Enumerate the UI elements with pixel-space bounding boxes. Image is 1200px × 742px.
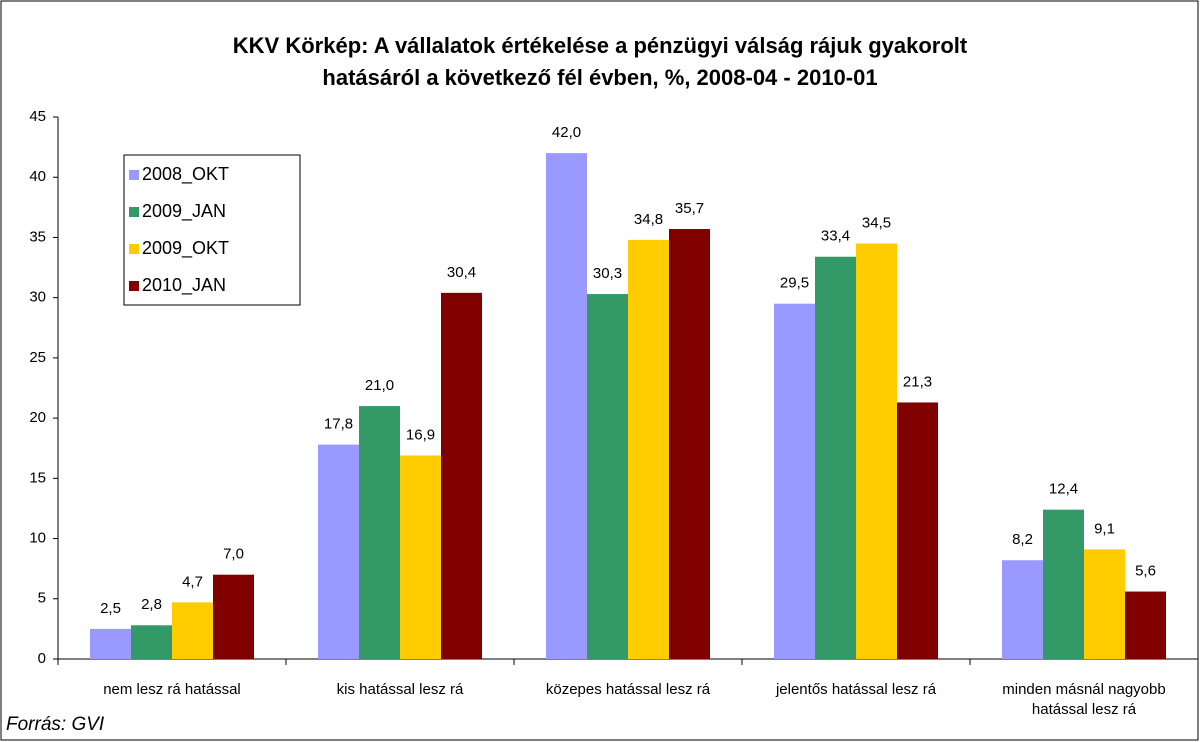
y-tick-label: 15	[29, 469, 46, 486]
bar	[587, 294, 628, 659]
data-label: 2,8	[141, 596, 162, 613]
bar	[1084, 549, 1125, 659]
y-tick-label: 25	[29, 349, 46, 366]
bar	[131, 625, 172, 659]
bar	[213, 574, 254, 659]
y-tick-label: 0	[38, 650, 46, 667]
bar	[774, 303, 815, 659]
bar	[856, 243, 897, 659]
data-label: 42,0	[552, 124, 581, 141]
x-tick-label: nem lesz rá hatással	[103, 681, 241, 698]
bar	[172, 602, 213, 659]
data-label: 21,0	[365, 377, 394, 394]
data-label: 35,7	[675, 200, 704, 217]
bar	[400, 455, 441, 659]
data-label: 33,4	[821, 228, 850, 245]
data-label: 7,0	[223, 546, 244, 563]
x-tick-label: minden másnál nagyobb hatással lesz rá	[1002, 681, 1166, 718]
y-tick-label: 45	[29, 108, 46, 125]
source: Forrás: GVI	[6, 714, 105, 735]
y-tick-label: 35	[29, 228, 46, 245]
data-label: 17,8	[324, 416, 353, 433]
legend-swatch	[129, 207, 139, 217]
data-label: 30,4	[447, 264, 476, 281]
bar	[815, 256, 856, 659]
data-label: 2,5	[100, 600, 121, 617]
data-label: 8,2	[1012, 531, 1033, 548]
legend-label: 2009_JAN	[142, 201, 226, 222]
data-label: 29,5	[780, 275, 809, 292]
legend-label: 2010_JAN	[142, 275, 226, 296]
data-label: 4,7	[182, 573, 203, 590]
legend-label: 2008_OKT	[142, 164, 229, 185]
data-label: 9,1	[1094, 520, 1115, 537]
bar	[1002, 560, 1043, 659]
legend-label: 2009_OKT	[142, 238, 229, 259]
data-label: 34,8	[634, 211, 663, 228]
x-tick-label: kis hatással lesz rá	[336, 681, 464, 698]
data-label: 34,5	[862, 214, 891, 231]
legend-swatch	[129, 170, 139, 180]
y-tick-label: 10	[29, 530, 46, 547]
data-label: 12,4	[1049, 481, 1078, 498]
y-tick-label: 30	[29, 289, 46, 306]
chart-title: KKV Körkép: A vállalatok értékelése a pé…	[232, 33, 968, 90]
bar	[318, 444, 359, 659]
legend-swatch	[129, 244, 139, 254]
data-label: 16,9	[406, 426, 435, 443]
bar	[546, 153, 587, 659]
bar	[359, 406, 400, 659]
y-tick-label: 40	[29, 168, 46, 185]
bar	[1043, 509, 1084, 659]
bar	[1125, 591, 1166, 659]
data-label: 30,3	[593, 265, 622, 282]
legend-box	[123, 154, 301, 306]
legend-swatch	[129, 281, 139, 291]
bar	[628, 239, 669, 659]
y-tick-label: 5	[38, 590, 46, 607]
y-tick-label: 20	[29, 409, 46, 426]
bar	[897, 402, 938, 659]
x-tick-label: közepes hatással lesz rá	[545, 681, 711, 698]
data-label: 21,3	[903, 373, 932, 390]
data-label: 5,6	[1135, 563, 1156, 580]
bar	[90, 628, 131, 659]
bar	[669, 229, 710, 659]
bar	[441, 292, 482, 659]
x-tick-label: jelentős hatással lesz rá	[775, 681, 937, 698]
